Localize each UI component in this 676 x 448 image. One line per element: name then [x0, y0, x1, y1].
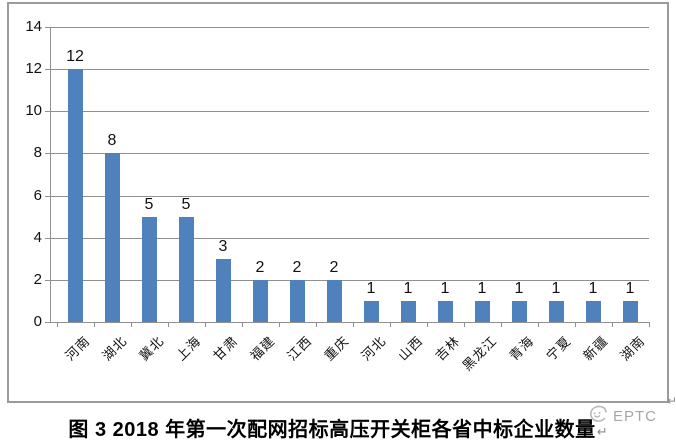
- gridline: [50, 237, 649, 239]
- x-axis-tick: [204, 322, 206, 327]
- y-axis-label: 0: [33, 313, 42, 330]
- bar-value-label: 2: [329, 258, 339, 276]
- x-axis-tick: [537, 322, 539, 327]
- bar-value-label: 2: [255, 258, 265, 276]
- y-axis-tick: [45, 237, 50, 239]
- y-axis-tick: [45, 195, 50, 197]
- y-axis-label: 10: [25, 102, 42, 120]
- x-axis-tick: [352, 322, 354, 327]
- gridline: [50, 153, 649, 155]
- x-axis-category-label: 福建: [247, 333, 278, 364]
- x-axis-category-label: 河南: [62, 333, 93, 364]
- bar: [326, 279, 342, 322]
- bar: [215, 258, 231, 322]
- y-axis-label: 2: [33, 270, 42, 288]
- bar: [585, 300, 601, 322]
- figure-caption: 图 3 2018 年第一次配网招标高压开关柜各省中标企业数量: [68, 419, 596, 441]
- x-axis-category-label: 青海: [506, 333, 537, 364]
- bar: [474, 300, 490, 322]
- x-axis-tick: [574, 322, 576, 327]
- x-axis-category-label: 宁夏: [543, 333, 574, 364]
- x-axis-tick: [500, 322, 502, 327]
- eptc-logo-icon: [590, 405, 607, 422]
- x-axis-tick: [426, 322, 428, 327]
- x-axis-category-label: 新疆: [580, 333, 611, 364]
- bar: [178, 216, 194, 322]
- bar: [104, 153, 120, 322]
- x-axis-category-label: 甘肃: [210, 333, 241, 364]
- bar: [141, 216, 157, 322]
- gridline: [50, 195, 649, 197]
- y-axis-tick: [45, 279, 50, 281]
- bar: [252, 279, 268, 322]
- gridline: [50, 279, 649, 281]
- eptc-watermark-text: EPTC: [613, 408, 658, 425]
- x-axis-category-label: 湖北: [99, 333, 130, 364]
- bar: [622, 300, 638, 322]
- eptc-watermark: EPTC: [585, 403, 657, 427]
- y-axis-label: 6: [33, 186, 42, 204]
- bar: [400, 300, 416, 322]
- y-axis-label: 14: [25, 18, 42, 35]
- x-axis-category-label: 河北: [358, 333, 389, 364]
- x-axis-tick: [167, 322, 169, 327]
- bar-value-label: 1: [366, 279, 376, 297]
- chart-frame: 0 2 4 6 8 10 12 14 12 河南 8 湖北 5 冀北 5 上海 3 甘肃 2 福建 2 江西 2 重庆 1 河北 1…: [7, 2, 669, 403]
- x-axis-category-label: 山西: [395, 333, 426, 364]
- bar-value-label: 3: [218, 237, 228, 255]
- bar-value-label: 1: [514, 279, 524, 297]
- bar-value-label: 1: [477, 279, 487, 297]
- bar: [511, 300, 527, 322]
- bar-value-label: 1: [588, 279, 598, 297]
- y-axis-tick: [45, 111, 50, 113]
- x-axis-category-label: 湖南: [617, 333, 648, 364]
- y-axis-tick: [45, 322, 50, 323]
- bar-value-label: 12: [66, 48, 84, 66]
- x-axis-category-label: 黑龙江: [459, 333, 500, 374]
- x-axis-tick: [315, 322, 317, 327]
- gridline: [50, 69, 649, 71]
- x-axis-category-label: 上海: [173, 333, 204, 364]
- x-axis-tick: [130, 322, 132, 327]
- x-axis-tick: [463, 322, 465, 327]
- bar-value-label: 5: [181, 195, 191, 213]
- x-axis-category-label: 重庆: [321, 333, 352, 364]
- y-axis-label: 12: [25, 60, 42, 78]
- x-axis-tick: [241, 322, 243, 327]
- x-axis-tick: [648, 322, 650, 327]
- x-axis-category-label: 江西: [284, 333, 315, 364]
- bar-value-label: 8: [107, 132, 117, 150]
- bar-value-label: 1: [440, 279, 450, 297]
- x-axis-tick: [611, 322, 613, 327]
- y-axis-tick: [45, 153, 50, 155]
- bar: [437, 300, 453, 322]
- bar-value-label: 1: [551, 279, 561, 297]
- bar: [548, 300, 564, 322]
- paragraph-mark-icon: ↵: [596, 424, 608, 439]
- bar: [289, 279, 305, 322]
- x-axis-tick: [278, 322, 280, 327]
- y-axis-tick: [45, 27, 50, 28]
- x-axis-category-label: 冀北: [136, 333, 167, 364]
- y-axis-tick: [45, 69, 50, 71]
- bar-value-label: 2: [292, 258, 302, 276]
- gridline: [50, 27, 649, 28]
- y-axis-label: 8: [33, 144, 42, 162]
- x-axis-tick: [93, 322, 95, 327]
- bar-value-label: 5: [144, 195, 154, 213]
- bar: [363, 300, 379, 322]
- y-axis-line: [50, 27, 51, 322]
- x-axis-tick: [56, 322, 58, 327]
- y-axis-label: 4: [33, 228, 42, 246]
- bar: [67, 69, 83, 322]
- x-axis-tick: [389, 322, 391, 327]
- line-break-mark-icon: ↵: [667, 394, 676, 408]
- bar-value-label: 1: [625, 279, 635, 297]
- figure-caption-row: 图 3 2018 年第一次配网招标高压开关柜各省中标企业数量↵: [0, 413, 676, 442]
- bar-value-label: 1: [403, 279, 413, 297]
- gridline: [50, 111, 649, 113]
- x-axis-line: [50, 322, 650, 323]
